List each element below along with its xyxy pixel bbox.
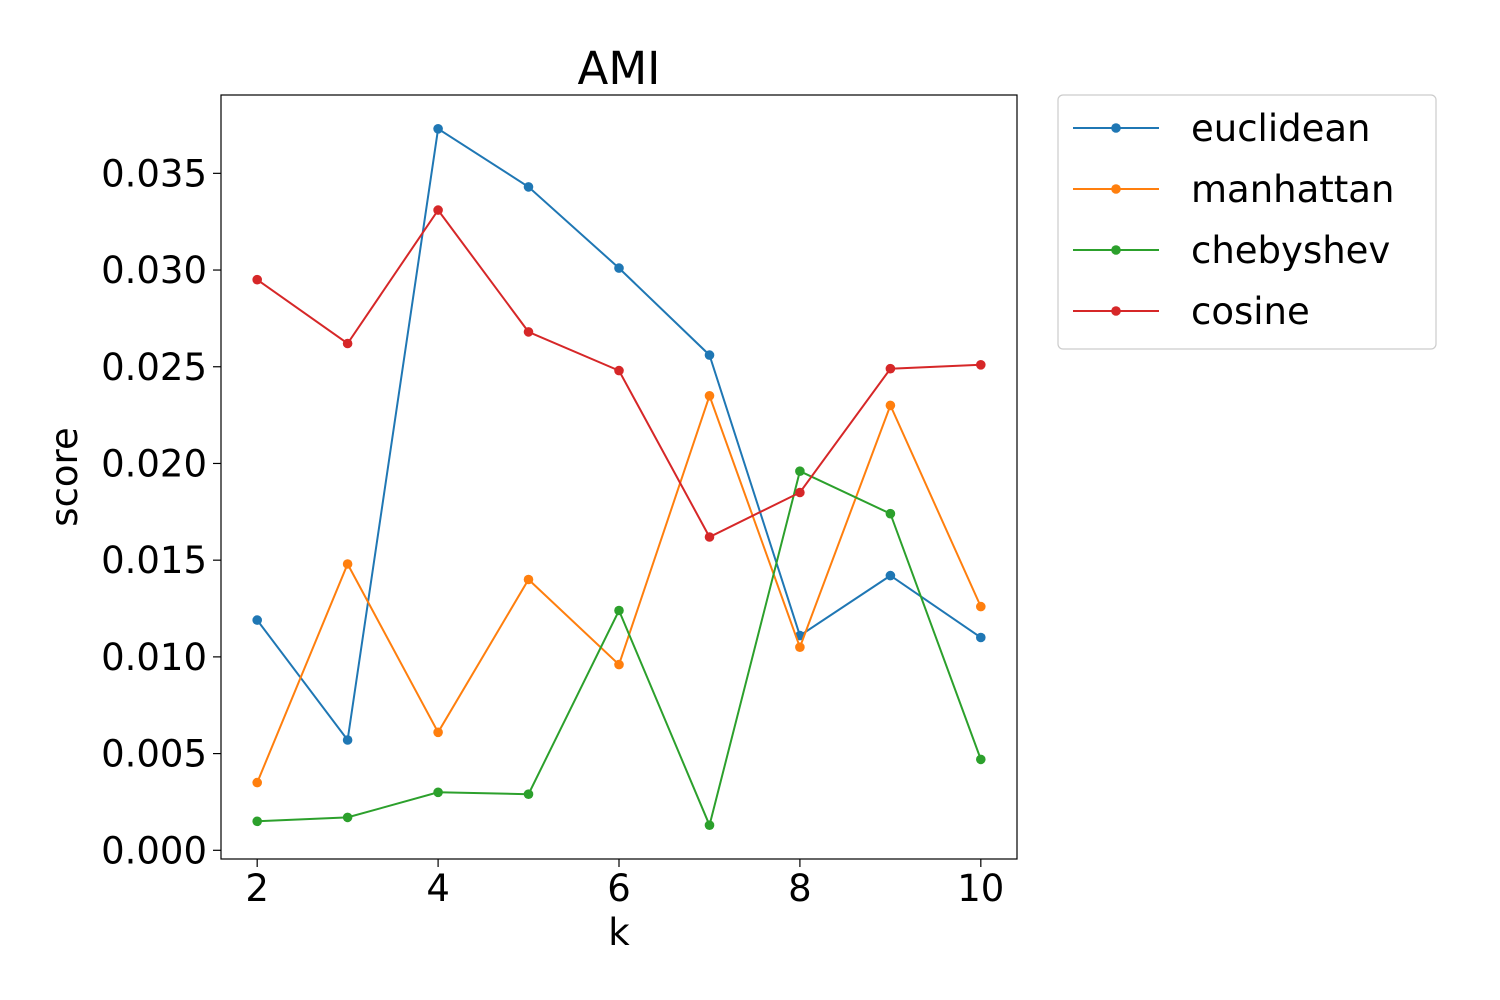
data-point-cosine bbox=[976, 360, 986, 370]
data-point-manhattan bbox=[614, 659, 624, 670]
data-point-manhattan bbox=[976, 601, 986, 612]
data-point-euclidean bbox=[252, 615, 262, 625]
chart-title: AMI bbox=[578, 42, 661, 95]
legend-label-cosine: cosine bbox=[1191, 290, 1310, 333]
data-point-euclidean bbox=[885, 570, 896, 581]
data-point-cosine bbox=[704, 532, 715, 542]
y-axis: 0.000 0.005 0.010 0.015 0.020 0.025 0.030 0.035 bbox=[101, 152, 221, 872]
legend-marker-manhattan bbox=[1111, 184, 1121, 194]
data-point-chebyshev bbox=[976, 754, 986, 765]
x-axis: 2 4 6 8 10 bbox=[245, 859, 1004, 910]
y-tick-label: 0.020 bbox=[101, 442, 207, 485]
x-tick-label: 8 bbox=[788, 867, 812, 910]
legend-marker-cosine bbox=[1111, 306, 1121, 316]
data-point-chebyshev bbox=[614, 605, 624, 616]
legend-label-manhattan: manhattan bbox=[1191, 168, 1394, 211]
series-line-euclidean bbox=[256, 127, 982, 743]
data-point-cosine bbox=[252, 274, 262, 285]
data-point-chebyshev bbox=[795, 466, 805, 477]
data-point-cosine bbox=[795, 487, 805, 498]
legend-frame bbox=[1057, 94, 1437, 350]
series-line-manhattan bbox=[256, 392, 982, 783]
x-tick-label: 6 bbox=[607, 867, 631, 910]
data-point-chebyshev bbox=[704, 820, 715, 830]
data-point-manhattan bbox=[523, 574, 534, 585]
data-point-manhattan bbox=[704, 391, 715, 401]
data-point-chebyshev bbox=[433, 787, 443, 798]
data-point-chebyshev bbox=[342, 812, 353, 823]
plot-series-group bbox=[252, 124, 986, 830]
y-tick-label: 0.010 bbox=[101, 636, 207, 679]
data-point-manhattan bbox=[342, 559, 353, 569]
plot-area-frame bbox=[220, 94, 1018, 860]
data-point-cosine bbox=[523, 327, 534, 337]
y-tick-label: 0.030 bbox=[101, 249, 207, 292]
y-tick-label: 0.000 bbox=[101, 829, 207, 872]
legend-label-chebyshev: chebyshev bbox=[1191, 229, 1390, 272]
y-axis-label: score bbox=[43, 427, 86, 526]
data-point-manhattan bbox=[252, 777, 262, 788]
data-point-manhattan bbox=[795, 642, 805, 652]
y-tick-label: 0.005 bbox=[101, 733, 207, 776]
data-point-euclidean bbox=[704, 350, 715, 360]
data-point-cosine bbox=[433, 205, 443, 215]
x-tick-label: 10 bbox=[957, 867, 1004, 910]
y-tick-label: 0.035 bbox=[101, 152, 207, 195]
data-point-manhattan bbox=[885, 400, 896, 411]
series-line-chebyshev bbox=[257, 469, 982, 829]
data-point-cosine bbox=[342, 338, 353, 349]
data-point-cosine bbox=[885, 363, 896, 374]
y-tick-label: 0.025 bbox=[101, 346, 207, 389]
data-point-cosine bbox=[614, 365, 624, 376]
data-point-euclidean bbox=[433, 124, 443, 134]
x-tick-label: 4 bbox=[426, 867, 450, 910]
legend-marker-euclidean bbox=[1111, 123, 1121, 133]
legend-label-euclidean: euclidean bbox=[1191, 107, 1371, 150]
legend-marker-chebyshev bbox=[1111, 245, 1121, 255]
data-point-chebyshev bbox=[523, 789, 534, 799]
legend: euclidean manhattan chebyshev cosine bbox=[1057, 94, 1437, 350]
data-point-euclidean bbox=[523, 182, 534, 192]
x-tick-label: 2 bbox=[245, 867, 269, 910]
data-point-euclidean bbox=[976, 632, 986, 643]
data-point-chebyshev bbox=[885, 508, 896, 519]
data-point-chebyshev bbox=[252, 816, 262, 827]
data-point-manhattan bbox=[433, 727, 443, 738]
data-point-euclidean bbox=[614, 263, 624, 273]
x-axis-label: k bbox=[608, 911, 630, 954]
y-tick-label: 0.015 bbox=[101, 539, 207, 582]
data-point-euclidean bbox=[342, 735, 353, 745]
